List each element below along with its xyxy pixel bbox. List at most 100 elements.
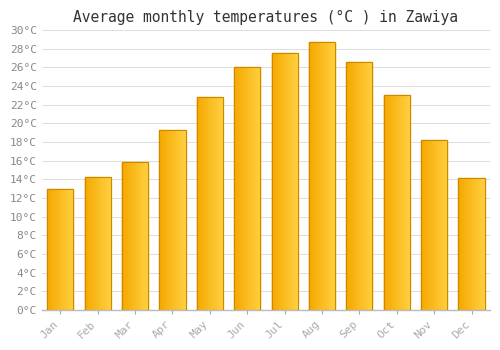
Bar — [408, 95, 409, 310]
Bar — [250, 68, 251, 310]
Bar — [401, 95, 402, 310]
Bar — [463, 178, 464, 310]
Bar — [58, 189, 59, 310]
Bar — [320, 42, 321, 310]
Bar — [207, 97, 208, 310]
Bar — [128, 162, 129, 310]
Bar — [314, 42, 315, 310]
Bar — [160, 130, 161, 310]
Bar — [90, 177, 91, 310]
Bar — [104, 177, 105, 310]
Bar — [394, 95, 395, 310]
Bar — [180, 130, 181, 310]
Bar — [274, 54, 275, 310]
Bar — [431, 140, 432, 310]
Bar — [319, 42, 320, 310]
Bar — [102, 177, 103, 310]
Bar — [479, 178, 480, 310]
Bar — [63, 189, 64, 310]
Bar — [136, 162, 137, 310]
Bar — [316, 42, 317, 310]
Bar — [275, 54, 276, 310]
Bar — [392, 95, 393, 310]
Bar — [334, 42, 335, 310]
Bar — [469, 178, 470, 310]
Bar — [330, 42, 331, 310]
Bar — [356, 62, 357, 310]
Bar — [360, 62, 361, 310]
Bar — [283, 54, 284, 310]
Bar — [95, 177, 96, 310]
Bar — [296, 54, 297, 310]
Bar — [182, 130, 183, 310]
Bar — [141, 162, 142, 310]
Bar — [68, 189, 69, 310]
Bar — [259, 68, 260, 310]
Bar — [279, 54, 280, 310]
Bar — [133, 162, 134, 310]
Bar — [434, 140, 435, 310]
Bar — [178, 130, 180, 310]
Bar — [430, 140, 431, 310]
Bar — [175, 130, 176, 310]
Bar — [56, 189, 57, 310]
Bar — [91, 177, 92, 310]
Bar — [425, 140, 426, 310]
Bar — [403, 95, 404, 310]
Bar — [166, 130, 167, 310]
Bar — [51, 189, 52, 310]
Bar — [277, 54, 278, 310]
Bar — [234, 68, 260, 310]
Bar — [240, 68, 241, 310]
Bar — [65, 189, 66, 310]
Bar — [398, 95, 399, 310]
Bar — [309, 42, 310, 310]
Bar — [255, 68, 256, 310]
Bar — [57, 189, 58, 310]
Bar — [162, 130, 163, 310]
Bar — [368, 62, 369, 310]
Bar — [172, 130, 173, 310]
Bar — [197, 97, 223, 310]
Bar — [139, 162, 140, 310]
Bar — [174, 130, 175, 310]
Bar — [54, 189, 55, 310]
Bar — [234, 68, 235, 310]
Bar — [483, 178, 484, 310]
Bar — [409, 95, 410, 310]
Bar — [99, 177, 100, 310]
Bar — [400, 95, 401, 310]
Bar — [47, 189, 74, 310]
Bar — [241, 68, 242, 310]
Bar — [127, 162, 128, 310]
Bar — [384, 95, 410, 310]
Bar — [252, 68, 253, 310]
Bar — [290, 54, 291, 310]
Bar — [325, 42, 326, 310]
Bar — [222, 97, 223, 310]
Bar — [238, 68, 239, 310]
Bar — [55, 189, 56, 310]
Bar — [312, 42, 313, 310]
Bar — [322, 42, 323, 310]
Bar — [406, 95, 408, 310]
Bar — [235, 68, 236, 310]
Bar — [200, 97, 201, 310]
Bar — [472, 178, 473, 310]
Bar — [477, 178, 478, 310]
Bar — [237, 68, 238, 310]
Bar — [135, 162, 136, 310]
Bar — [350, 62, 351, 310]
Bar — [176, 130, 177, 310]
Bar — [366, 62, 368, 310]
Bar — [164, 130, 165, 310]
Bar — [103, 177, 104, 310]
Bar — [445, 140, 446, 310]
Bar — [478, 178, 479, 310]
Bar — [313, 42, 314, 310]
Bar — [197, 97, 198, 310]
Bar — [126, 162, 127, 310]
Bar — [184, 130, 185, 310]
Bar — [47, 189, 48, 310]
Bar — [143, 162, 144, 310]
